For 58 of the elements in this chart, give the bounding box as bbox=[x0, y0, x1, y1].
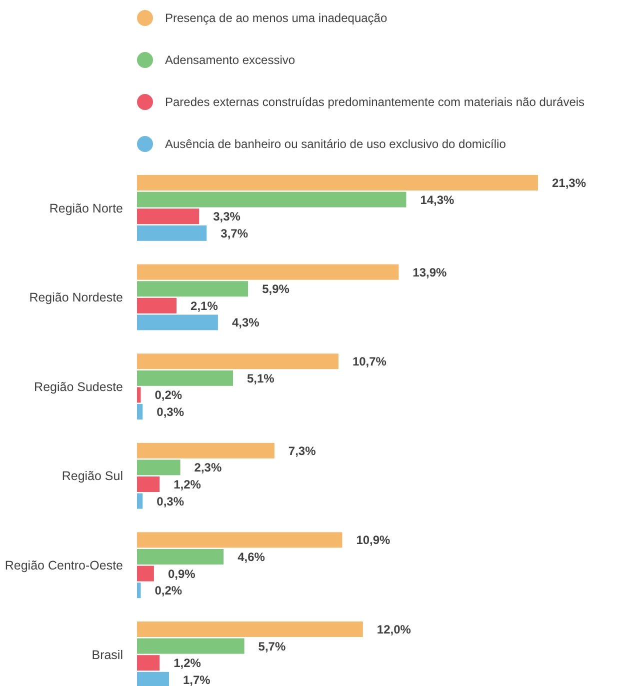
bar bbox=[137, 264, 399, 280]
bar bbox=[137, 582, 141, 598]
bar bbox=[137, 638, 244, 654]
data-label: 4,6% bbox=[238, 550, 266, 564]
data-label: 2,1% bbox=[190, 298, 218, 313]
bar bbox=[137, 370, 234, 386]
bar bbox=[137, 175, 538, 190]
bar bbox=[137, 387, 141, 403]
data-label: 12,0% bbox=[376, 622, 412, 636]
bar bbox=[137, 622, 363, 637]
data-label: 21,3% bbox=[552, 176, 586, 190]
bar bbox=[137, 208, 200, 224]
data-label: 0,2% bbox=[154, 584, 182, 598]
bar bbox=[137, 532, 342, 548]
bar bbox=[137, 549, 224, 564]
data-label: 13,9% bbox=[412, 265, 448, 280]
bar bbox=[137, 672, 170, 686]
bar bbox=[137, 566, 154, 582]
data-label: 0,3% bbox=[156, 404, 184, 419]
bar bbox=[137, 225, 207, 241]
y-tick-label: Região Norte bbox=[49, 201, 124, 216]
y-tick-label: Brasil bbox=[92, 648, 123, 662]
data-label: 0,3% bbox=[156, 494, 184, 508]
data-label: 10,9% bbox=[356, 533, 391, 548]
bar bbox=[137, 298, 177, 314]
data-label: 1,7% bbox=[183, 672, 211, 686]
bar bbox=[137, 314, 218, 330]
bar bbox=[137, 192, 406, 208]
data-label: 5,1% bbox=[247, 371, 275, 386]
bar bbox=[137, 493, 143, 509]
legend-label: Adensamento excessivo bbox=[165, 53, 296, 68]
data-label: 10,7% bbox=[352, 354, 387, 369]
data-label: 0,9% bbox=[168, 566, 196, 581]
y-tick-label: Região Nordeste bbox=[29, 290, 124, 305]
bar bbox=[137, 442, 274, 458]
bar bbox=[137, 404, 143, 420]
y-tick-label: Região Sudeste bbox=[34, 380, 124, 394]
bar bbox=[137, 476, 160, 492]
y-tick-label: Região Sul bbox=[62, 469, 123, 484]
bar bbox=[137, 460, 180, 476]
data-label: 5,9% bbox=[262, 282, 290, 296]
legend-label: Ausência de banheiro ou sanitário de uso exclusivo do domicílio bbox=[165, 137, 506, 152]
data-label: 2,3% bbox=[194, 460, 222, 475]
bar bbox=[137, 655, 160, 671]
data-label: 14,3% bbox=[420, 192, 455, 207]
bar bbox=[137, 354, 338, 370]
bar bbox=[137, 281, 248, 297]
legend-label: Presença de ao menos uma inadequação bbox=[165, 11, 388, 26]
legend-label: Paredes externas construídas predominantemente com materiais não duráveis bbox=[165, 95, 585, 110]
y-tick-label: Região Centro-Oeste bbox=[4, 558, 124, 573]
data-label: 1,2% bbox=[174, 656, 202, 670]
data-label: 3,7% bbox=[220, 226, 248, 240]
data-label: 1,2% bbox=[174, 477, 202, 492]
data-label: 0,2% bbox=[154, 388, 182, 402]
data-label: 7,3% bbox=[288, 444, 316, 458]
data-label: 3,3% bbox=[213, 210, 241, 224]
data-label: 4,3% bbox=[232, 316, 260, 330]
data-label: 5,7% bbox=[258, 639, 286, 654]
